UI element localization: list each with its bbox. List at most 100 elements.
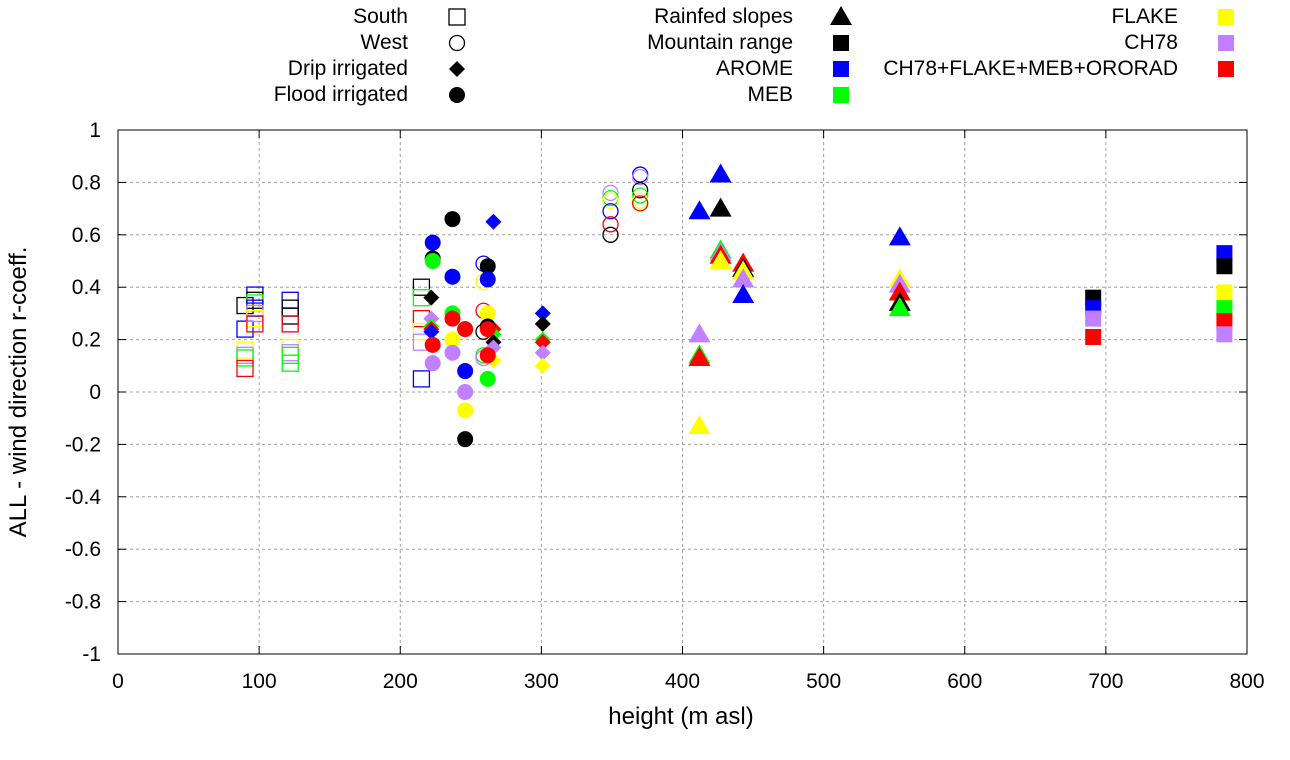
legend-label: Rainfed slopes — [654, 5, 793, 28]
data-point — [236, 320, 254, 338]
y-axis-title: ALL - wind direction r-coeff. — [5, 247, 32, 538]
data-point — [632, 187, 649, 204]
data-point — [1216, 284, 1233, 301]
legend-color-swatch — [1218, 35, 1234, 51]
legend-label: CH78+FLAKE+MEB+ORORAD — [883, 57, 1178, 80]
data-point — [1085, 328, 1102, 345]
data-point — [479, 305, 496, 322]
data-point — [534, 344, 551, 361]
legend-label: FLAKE — [1111, 5, 1178, 28]
legend-color-swatch — [833, 87, 849, 103]
data-point — [688, 323, 711, 343]
data-point — [602, 203, 619, 220]
legend-label: Flood irrigated — [274, 83, 408, 106]
x-tick-label: 600 — [947, 670, 982, 693]
data-point — [457, 402, 474, 419]
data-point — [424, 336, 441, 353]
data-point — [457, 363, 474, 380]
data-point — [457, 384, 474, 400]
x-tick-label: 100 — [242, 670, 277, 693]
data-point — [1216, 313, 1233, 330]
data-point — [632, 182, 649, 199]
y-tick-label: 1 — [89, 119, 101, 142]
x-tick-label: 0 — [112, 670, 124, 693]
legend-marker — [448, 34, 466, 52]
y-tick-label: 0.6 — [72, 224, 101, 247]
legend-marker — [449, 87, 465, 103]
legend-label: Drip irrigated — [288, 57, 408, 80]
series-south — [236, 278, 431, 388]
data-point — [423, 323, 440, 340]
data-point — [1216, 300, 1233, 317]
data-point — [709, 250, 732, 269]
data-point — [424, 234, 441, 251]
grid-lines — [118, 130, 1247, 654]
data-point — [424, 355, 441, 372]
data-point — [485, 213, 502, 230]
data-point — [444, 310, 461, 327]
series-mountain-range — [1085, 245, 1233, 345]
data-point — [444, 331, 461, 348]
data-point — [444, 268, 461, 285]
legend-color-swatch — [1218, 61, 1234, 77]
x-tick-label: 200 — [383, 670, 418, 693]
data-point — [688, 346, 711, 366]
y-tick-label: -0.2 — [65, 433, 101, 456]
data-point — [632, 195, 649, 212]
x-tick-label: 400 — [665, 670, 700, 693]
legend-label: CH78 — [1124, 31, 1178, 54]
legend-color-swatch — [1218, 9, 1234, 25]
x-tick-label: 700 — [1088, 670, 1123, 693]
data-point — [688, 200, 711, 220]
data-point — [732, 268, 755, 288]
legend-marker — [830, 6, 852, 25]
data-point — [534, 334, 551, 351]
x-axis-title: height (m asl) — [608, 703, 753, 730]
series-west — [475, 166, 649, 367]
data-point — [457, 321, 474, 338]
data-point — [479, 370, 496, 387]
legend-marker — [449, 61, 465, 77]
data-point — [236, 349, 254, 367]
data-point — [602, 216, 619, 233]
data-point — [412, 278, 431, 296]
legend-label: AROME — [716, 57, 793, 80]
x-axis-ticks: 0 100 200 300 400 500 600 700 800 — [112, 130, 1265, 693]
legend-color-swatch — [833, 61, 849, 77]
data-point — [888, 226, 911, 246]
legend-marker — [833, 35, 849, 51]
data-point — [444, 344, 461, 361]
legend-label: MEB — [747, 83, 793, 106]
data-point — [1216, 258, 1233, 275]
data-point — [602, 192, 619, 209]
data-point — [236, 359, 254, 378]
data-points — [236, 163, 1233, 448]
series-flood-irrigated — [424, 211, 496, 448]
y-tick-label: -0.4 — [65, 486, 102, 509]
y-axis-ticks: 1 0.8 0.6 0.4 0.2 0 -0.2 -0.4 -0.6 -0.8 -1 — [65, 119, 1247, 666]
data-point — [602, 184, 619, 202]
legend-label: Mountain range — [647, 31, 793, 54]
x-tick-label: 800 — [1229, 670, 1264, 693]
data-point — [534, 315, 551, 332]
legend-label: South — [353, 5, 408, 28]
data-point — [423, 289, 440, 306]
data-point — [688, 415, 711, 435]
x-tick-label: 500 — [806, 670, 841, 693]
data-point — [632, 169, 649, 186]
y-tick-label: 0.2 — [72, 329, 101, 352]
legend-marker — [448, 8, 466, 26]
data-point — [709, 197, 732, 217]
data-point — [1085, 310, 1102, 327]
data-point — [479, 258, 496, 275]
data-point — [479, 271, 496, 288]
data-point — [732, 284, 755, 304]
y-tick-label: 0.4 — [72, 276, 102, 299]
data-point — [457, 431, 474, 448]
data-point — [246, 315, 264, 333]
legend: South West Drip irrigated Flood irrigated Ra… — [274, 5, 1234, 106]
data-point — [534, 357, 551, 374]
data-point — [534, 305, 551, 322]
y-tick-label: -0.8 — [65, 591, 101, 614]
